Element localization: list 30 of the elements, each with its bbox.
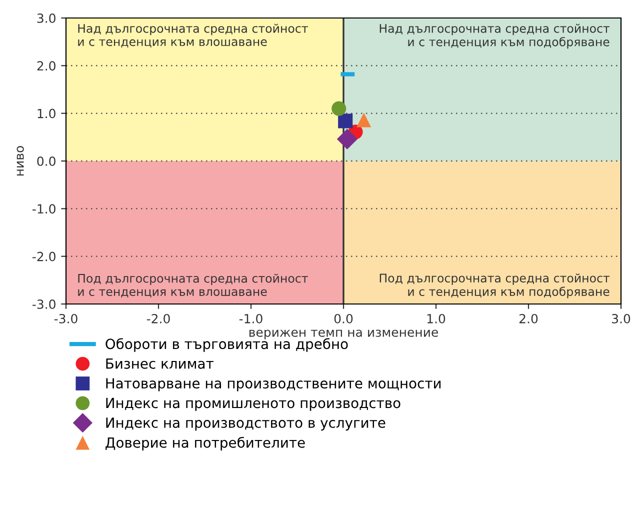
band-label: Под дългосрочната средна стойност и с тенденция към подобряване — [380, 273, 610, 298]
legend-label: Обороти в търговията на дребно — [106, 338, 348, 352]
x-tick-label: 2.0 — [519, 314, 538, 324]
y-axis-title: ниво — [16, 146, 24, 176]
legend-label: Индекс на производството в услугите — [106, 418, 386, 431]
legend-label: Доверие на потребителите — [106, 436, 305, 451]
band-label: Над дългосрочната средна стойност и с тенденция към подобряване — [380, 24, 610, 49]
point — [338, 114, 353, 128]
band-label: Под дългосрочната средна стойност и с тенденция към влошаване — [78, 274, 308, 298]
y-tick-label: 2.0 — [37, 61, 56, 71]
x-tick-label: -1.0 — [239, 314, 262, 324]
x-tick-label: 0.0 — [334, 314, 353, 324]
y-tick-label: -1.0 — [32, 204, 56, 214]
legend-label: Бизнес климат — [106, 358, 214, 369]
legend-label: Индекс на промишленото производство — [106, 398, 400, 411]
y-tick-label: 0.0 — [37, 156, 56, 166]
x-tick-label: 1.0 — [427, 314, 446, 324]
y-tick-label: -3.0 — [32, 299, 56, 309]
y-tick-label: -2.0 — [32, 252, 56, 262]
point — [356, 112, 372, 128]
point — [332, 101, 346, 116]
y-tick-label: 1.0 — [38, 108, 56, 118]
x-tick-label: 3.0 — [612, 314, 630, 324]
x-axis-title: верижен темп на изменение — [249, 330, 438, 340]
x-tick-label: -2.0 — [146, 314, 170, 324]
y-tick-label: 3.0 — [37, 13, 56, 23]
x-tick-label: -3.0 — [54, 314, 78, 324]
legend-label: Натоварване на производствените мощности — [106, 378, 441, 392]
band-label: Над дългосрочната средна стойност и с тенденция към влошаване — [78, 24, 308, 48]
point — [336, 128, 358, 150]
